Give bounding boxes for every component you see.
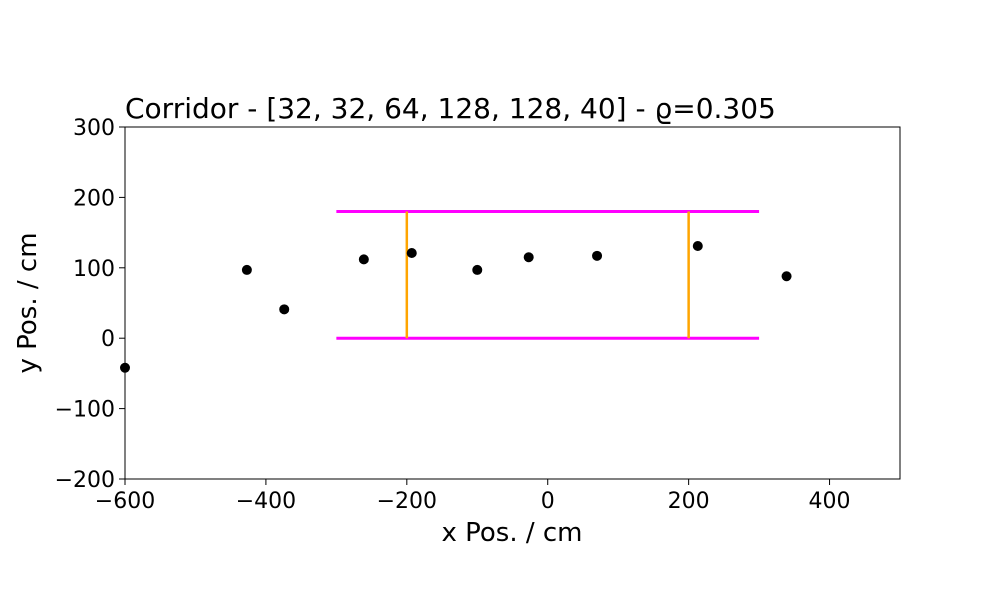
x-tick-label: −400 xyxy=(236,489,296,514)
y-tick-label: 200 xyxy=(73,186,115,211)
x-axis-label: x Pos. / cm xyxy=(441,518,582,548)
x-tick-label: −600 xyxy=(95,489,155,514)
chart-title: Corridor - [32, 32, 64, 128, 128, 40] - … xyxy=(125,92,776,125)
data-point xyxy=(358,254,369,265)
y-tick-label: 100 xyxy=(73,257,115,282)
data-point xyxy=(241,264,252,275)
y-tick-label: −100 xyxy=(55,398,115,423)
plot-frame xyxy=(124,126,901,480)
data-point xyxy=(472,264,483,275)
corridor-walls xyxy=(336,209,760,340)
y-tick-label: 300 xyxy=(73,116,115,141)
x-axis-ticks: −600 −400 −200 0 200 400 xyxy=(95,479,851,514)
y-axis-ticks: −200 −100 0 100 200 300 xyxy=(55,116,125,493)
data-point xyxy=(692,240,703,251)
data-point xyxy=(406,248,417,259)
data-point xyxy=(592,250,603,261)
y-tick-label: −200 xyxy=(55,468,115,493)
measurement-lines xyxy=(405,211,690,339)
data-point xyxy=(781,271,792,282)
x-tick-label: 200 xyxy=(668,489,710,514)
data-points xyxy=(120,240,792,373)
y-tick-label: 0 xyxy=(101,327,115,352)
x-tick-label: 0 xyxy=(541,489,555,514)
x-tick-label: 400 xyxy=(809,489,851,514)
x-tick-label: −200 xyxy=(377,489,437,514)
data-point xyxy=(279,304,290,315)
y-axis-label: y Pos. / cm xyxy=(13,232,43,373)
data-point xyxy=(523,252,534,263)
